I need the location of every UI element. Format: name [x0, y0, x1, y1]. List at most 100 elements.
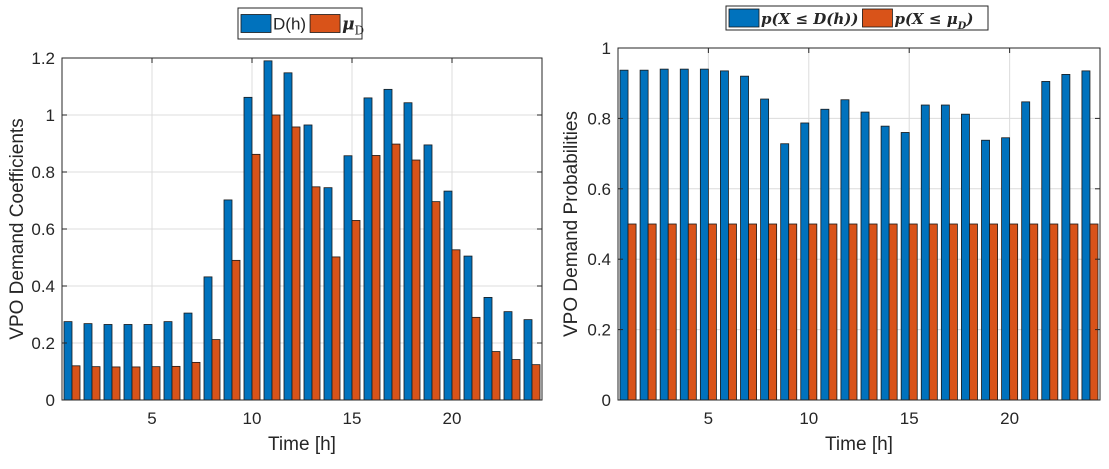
bar [111, 366, 121, 401]
y-tick-label: 0.6 [31, 220, 55, 239]
bar [768, 223, 778, 401]
y-tick-label: 0.4 [587, 250, 611, 269]
bar [511, 359, 521, 401]
bar [1061, 74, 1071, 401]
legend-item: p(X ≤ D(h)) [728, 8, 858, 28]
plot-area [618, 48, 1100, 400]
bar [748, 223, 757, 401]
bar [171, 365, 181, 401]
bar [531, 364, 541, 401]
x-tick-label: 15 [900, 409, 919, 428]
bar [323, 187, 333, 401]
bar [103, 324, 113, 401]
legend: D(h) μD [237, 7, 364, 40]
bar [1089, 223, 1099, 401]
bar [981, 139, 990, 401]
bar [699, 68, 709, 401]
bar [961, 113, 970, 401]
bar [820, 108, 830, 401]
bar [423, 144, 433, 401]
bar [800, 122, 810, 401]
bar [920, 104, 930, 401]
y-tick-label: 1 [602, 39, 611, 58]
x-tick-label: 10 [243, 409, 262, 428]
bar [131, 366, 141, 401]
bar [667, 223, 677, 401]
bar [687, 223, 697, 401]
bar [1001, 137, 1011, 401]
bar [1009, 223, 1019, 401]
y-tick-label: 0.4 [31, 277, 55, 296]
bar [123, 324, 133, 401]
bar [720, 70, 729, 401]
bar [263, 60, 273, 401]
bar [383, 88, 393, 401]
bar [619, 69, 629, 401]
bar [848, 223, 858, 401]
bar [788, 223, 798, 401]
bar [83, 323, 93, 401]
bar [283, 72, 293, 401]
bar [639, 69, 649, 401]
y-tick-label: 0.8 [31, 163, 55, 182]
bar [403, 102, 413, 401]
bar [940, 104, 950, 401]
bar [71, 365, 81, 401]
bar [740, 75, 749, 401]
bar [211, 339, 221, 401]
bar [868, 223, 878, 401]
y-axis-label: VPO Demand Probabilities [561, 111, 582, 337]
bar [948, 223, 958, 401]
legend: p(X ≤ D(h)) p(X ≤ μD) [725, 5, 989, 32]
bar [451, 249, 461, 401]
legend-item: μD [309, 14, 364, 38]
x-tick-label: 20 [1000, 409, 1019, 428]
bar [880, 125, 890, 401]
bar [391, 143, 401, 401]
bar [659, 68, 669, 401]
bar [183, 312, 193, 401]
bar [91, 366, 101, 401]
bar [331, 256, 341, 401]
chart-demand-coefficients: 0 0.2 0.4 0.6 0.8 1 1.2 5 10 15 20 Time [h] VPO Dema… [7, 7, 543, 455]
bar [679, 68, 689, 401]
bar [860, 111, 870, 401]
y-tick-label: 0.6 [587, 180, 611, 199]
bar [483, 296, 493, 401]
bar [291, 126, 301, 401]
bar [371, 155, 381, 401]
bar [151, 366, 161, 401]
legend-box [725, 5, 989, 31]
x-axis-label: Time [h] [825, 434, 893, 455]
bar [1081, 70, 1091, 401]
bar [840, 99, 850, 401]
y-tick-label: 0.2 [31, 334, 55, 353]
legend-item: p(X ≤ μD) [862, 8, 973, 32]
bar [728, 223, 737, 401]
axes-box [617, 47, 1101, 401]
legend-label: μD [342, 15, 364, 38]
legend-item: D(h) [240, 14, 306, 34]
bar [243, 96, 253, 401]
bar [411, 159, 421, 401]
legend-label: D(h) [273, 15, 306, 34]
bar [1069, 223, 1079, 401]
bar [463, 255, 473, 401]
bar [1021, 101, 1031, 401]
bar [203, 276, 213, 401]
legend-swatch [309, 14, 341, 33]
bar [969, 223, 978, 401]
legend-label: p(X ≤ D(h)) [761, 10, 858, 28]
bar [163, 321, 173, 401]
bar [303, 124, 313, 401]
bar [343, 155, 353, 401]
bar [191, 361, 201, 401]
x-tick-label: 5 [147, 409, 156, 428]
legend-label: p(X ≤ μD) [894, 10, 973, 32]
y-tick-label: 0 [602, 391, 611, 410]
bar [780, 143, 790, 401]
y-tick-label: 1.2 [31, 49, 55, 68]
bar [900, 132, 910, 401]
